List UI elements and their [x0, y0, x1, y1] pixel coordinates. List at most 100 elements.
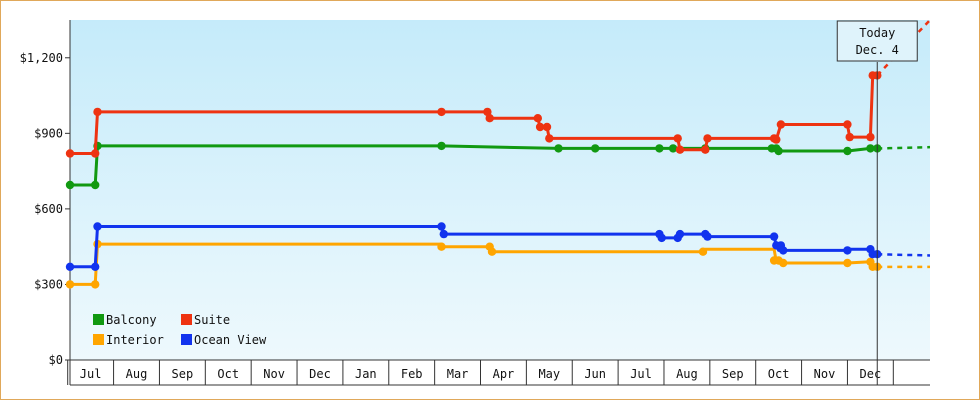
data-point: [843, 120, 852, 129]
x-tick-label: Feb: [401, 367, 423, 381]
data-point: [485, 114, 494, 123]
data-point: [655, 144, 664, 153]
y-tick-label: $900: [34, 126, 63, 140]
legend-item-interior: Interior: [93, 333, 164, 347]
series-line: [70, 144, 878, 187]
x-tick-label: Apr: [493, 367, 515, 381]
data-point: [93, 222, 102, 231]
data-point: [772, 135, 781, 144]
series-layer: [65, 19, 931, 289]
data-point: [483, 107, 492, 117]
data-point: [93, 107, 102, 117]
legend-label: Suite: [194, 313, 230, 327]
series-interior: [65, 239, 930, 289]
data-point: [91, 149, 100, 158]
x-tick-label: May: [538, 367, 560, 381]
legend-swatch: [93, 314, 104, 325]
data-point: [542, 122, 552, 132]
x-tick-label: Aug: [126, 367, 148, 381]
forecast-line: [877, 145, 931, 150]
x-tick-label: Mar: [447, 367, 469, 381]
data-point: [657, 233, 666, 243]
data-point: [437, 141, 446, 151]
legend: Balcony Suite Interior Ocean View: [93, 313, 267, 347]
today-label: Today: [859, 26, 895, 40]
data-point: [554, 144, 563, 153]
series-ocean-view: [65, 222, 931, 271]
data-point: [439, 229, 448, 239]
data-point: [779, 258, 788, 268]
series-balcony: [65, 141, 931, 190]
x-tick-label: Nov: [263, 367, 285, 381]
x-tick-label: Sep: [172, 367, 194, 381]
y-tick-label: $0: [49, 353, 63, 367]
plot-area: [70, 20, 930, 360]
data-point: [703, 232, 712, 241]
forecast-line: [876, 19, 931, 77]
data-point: [65, 262, 75, 271]
data-point: [701, 145, 710, 154]
data-point: [843, 246, 852, 255]
x-tick-label: Dec: [309, 367, 331, 381]
data-point: [591, 144, 600, 153]
y-tick-label: $300: [34, 277, 63, 291]
data-point: [668, 144, 678, 153]
legend-item-ocean-view: Ocean View: [181, 333, 267, 347]
data-point: [65, 280, 75, 289]
data-point: [675, 145, 685, 154]
legend-swatch: [181, 314, 192, 325]
axes: $0 $300 $600 $900 $1,200 Jul Aug Sep Oct Nov Dec Ja…: [20, 20, 930, 386]
legend-label: Balcony: [106, 313, 157, 327]
data-point: [437, 222, 446, 231]
x-tick-label: Jan: [355, 367, 377, 381]
data-point: [65, 180, 75, 190]
data-point: [65, 149, 75, 158]
data-point: [703, 134, 712, 143]
x-tick-label: Jul: [630, 367, 652, 381]
data-point: [673, 134, 682, 143]
x-tick-label: Sep: [722, 367, 744, 381]
series-suite: [65, 19, 931, 158]
today-box: [836, 20, 918, 62]
data-point: [91, 180, 100, 190]
data-point: [779, 246, 788, 255]
forecast-line: [877, 252, 931, 257]
x-tick-label: Oct: [768, 367, 790, 381]
series-line: [70, 73, 878, 155]
x-tick-label: Jun: [584, 367, 606, 381]
today-marker: Today Dec. 4: [836, 20, 918, 385]
data-point: [437, 242, 446, 251]
data-point: [533, 114, 542, 123]
data-point: [769, 232, 779, 241]
x-tick-label: Oct: [217, 367, 239, 381]
data-point: [776, 120, 786, 129]
x-tick-label: Nov: [814, 367, 836, 381]
today-date: Dec. 4: [856, 43, 899, 57]
data-point: [866, 144, 875, 153]
data-point: [545, 134, 554, 143]
data-point: [487, 247, 497, 256]
data-point: [91, 262, 100, 271]
x-tick-label: Aug: [676, 367, 698, 381]
data-point: [774, 146, 783, 156]
data-point: [437, 107, 446, 117]
data-point: [91, 280, 100, 289]
data-point: [843, 258, 852, 268]
y-tick-label: $600: [34, 202, 63, 216]
legend-item-balcony: Balcony: [93, 313, 157, 327]
legend-label: Ocean View: [194, 333, 267, 347]
y-tick-label: $1,200: [20, 51, 63, 65]
data-point: [843, 146, 852, 156]
legend-label: Interior: [106, 333, 164, 347]
legend-swatch: [93, 334, 104, 345]
data-point: [698, 247, 708, 256]
data-point: [535, 122, 545, 132]
data-point: [675, 229, 685, 239]
data-point: [845, 132, 854, 142]
legend-item-suite: Suite: [181, 313, 230, 327]
legend-swatch: [181, 334, 192, 345]
data-point: [866, 132, 875, 142]
x-tick-label: Dec: [860, 367, 882, 381]
x-tick-label: Jul: [80, 367, 102, 381]
